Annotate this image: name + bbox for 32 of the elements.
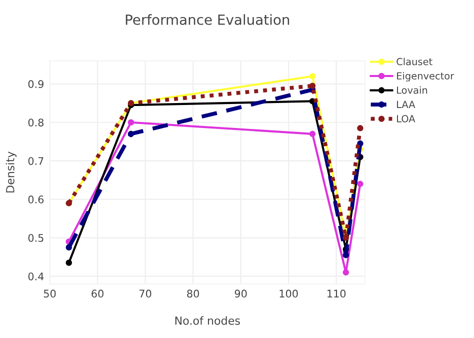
y-tick-label: 0.7 bbox=[28, 157, 44, 165]
x-tick-label: 60 bbox=[92, 290, 104, 298]
x-tick-label: 80 bbox=[187, 290, 199, 298]
x-tick-label: 70 bbox=[140, 290, 152, 298]
x-tick-label: 100 bbox=[280, 290, 298, 298]
y-tick-label: 0.4 bbox=[28, 272, 44, 280]
point bbox=[309, 130, 316, 138]
y-tick-label: 0.8 bbox=[28, 118, 44, 126]
y-tick-label: 0.6 bbox=[28, 196, 44, 204]
x-tick-label: 110 bbox=[328, 290, 346, 298]
legend-label: Eigenvector bbox=[397, 72, 454, 82]
legend-label: Clauset bbox=[396, 58, 432, 66]
point bbox=[128, 130, 134, 138]
point bbox=[342, 252, 349, 258]
x-tick-label: 50 bbox=[44, 290, 56, 298]
point bbox=[357, 125, 364, 132]
legend-label: Lovain bbox=[397, 86, 428, 94]
y-tick-label: 0.5 bbox=[28, 234, 44, 242]
point bbox=[128, 119, 134, 126]
x-tick-label: 90 bbox=[234, 290, 247, 298]
point bbox=[309, 82, 316, 89]
point bbox=[357, 180, 364, 188]
point bbox=[309, 73, 316, 80]
legend-label: LOA bbox=[397, 115, 416, 122]
chart-title: Performance Evaluation bbox=[126, 14, 290, 25]
y-tick-label: 0.9 bbox=[28, 80, 44, 88]
point bbox=[342, 269, 349, 276]
x-axis-title: No.of nodes bbox=[175, 316, 240, 325]
y-axis-title: Density bbox=[6, 152, 17, 192]
point bbox=[66, 260, 72, 266]
legend-label: LAA bbox=[397, 100, 416, 108]
point bbox=[66, 244, 72, 251]
